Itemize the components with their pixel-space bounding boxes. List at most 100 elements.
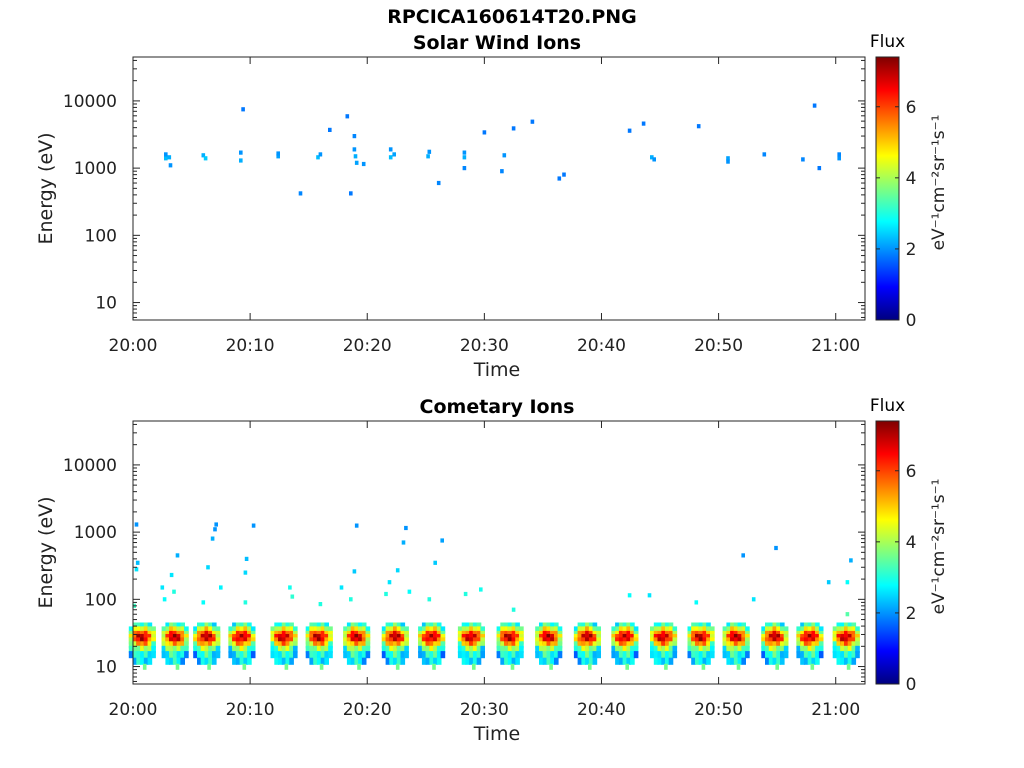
flux-cell [425, 641, 431, 649]
flux-cell [313, 657, 318, 665]
flux-cell [650, 155, 654, 160]
flux-cell [393, 651, 398, 659]
flux-cell [550, 641, 555, 649]
flux-cell [653, 641, 659, 649]
flux-cell [197, 626, 202, 634]
flux-cell [588, 657, 594, 665]
flux-cell [630, 651, 635, 659]
flux-cell [691, 657, 696, 665]
flux-cell [807, 651, 813, 659]
flux-cell [247, 626, 252, 634]
flux-cell [618, 657, 624, 665]
flux-cell [535, 645, 540, 653]
flux-cell [457, 641, 463, 649]
flux-cell [313, 626, 318, 634]
flux-cell [228, 645, 233, 653]
flux-cell [737, 622, 743, 630]
flux-cell [235, 637, 241, 645]
flux-cell [855, 651, 860, 659]
flux-cell [519, 641, 524, 649]
flux-cell [665, 645, 670, 653]
flux-cell [626, 645, 631, 653]
flux-cell [542, 651, 548, 659]
flux-cell [836, 645, 842, 653]
flux-cell [836, 622, 842, 630]
flux-cell [515, 657, 520, 665]
flux-cell [193, 651, 198, 659]
flux-cell [465, 651, 470, 659]
flux-cell [741, 657, 746, 665]
flux-cell [208, 637, 213, 645]
flux-cell [618, 651, 624, 659]
flux-cell [772, 641, 778, 649]
flux-cell [208, 641, 213, 649]
flux-cell [172, 626, 178, 634]
flux-cell [243, 645, 248, 653]
flux-cell [472, 641, 478, 649]
flux-cell [396, 651, 402, 659]
flux-cell [765, 637, 770, 645]
flux-cell [737, 641, 743, 649]
flux-cell [215, 626, 221, 634]
flux-cell [161, 637, 167, 645]
flux-cell [737, 626, 743, 634]
flux-cell [319, 663, 324, 670]
flux-cell [285, 637, 291, 645]
flux-cell [504, 645, 509, 653]
colorbar: Flux 0 2 4 6 eV⁻¹cm⁻²sr⁻¹s⁻¹ [870, 32, 949, 331]
flux-cell [611, 641, 616, 649]
flux-cell [730, 645, 735, 653]
flux-cell [278, 651, 283, 659]
flux-cell [247, 622, 252, 630]
flux-cell [851, 641, 857, 649]
flux-cell [169, 657, 174, 665]
flux-cell [837, 156, 841, 161]
flux-cell [385, 641, 391, 649]
flux-cell [672, 651, 678, 659]
flux-cell [615, 637, 620, 645]
flux-cell [239, 641, 245, 649]
flux-cell [384, 591, 388, 597]
flux-cell [425, 626, 431, 634]
flux-cell [436, 645, 442, 653]
flux-cell [844, 622, 849, 630]
flux-cell [436, 637, 442, 645]
flux-cell [385, 637, 391, 645]
flux-cell [741, 553, 745, 558]
flux-cell [219, 585, 223, 590]
figure-title: RPCICA160614T20.PNG [387, 6, 637, 28]
flux-cell [165, 626, 170, 634]
flux-cell [783, 645, 789, 653]
flux-cell [425, 637, 431, 645]
flux-cell [354, 645, 359, 653]
flux-cell [232, 637, 237, 645]
flux-cell [695, 651, 700, 659]
flux-cell [661, 641, 666, 649]
flux-cell [672, 641, 678, 649]
flux-cell [702, 657, 708, 665]
flux-cell [436, 641, 442, 649]
flux-cell [349, 597, 353, 602]
flux-cell [201, 153, 206, 158]
flux-cell [691, 626, 696, 634]
ion-band [128, 622, 156, 670]
flux-cell [358, 645, 363, 653]
flux-cell [239, 651, 245, 659]
flux-cell [165, 657, 170, 665]
flux-cell [320, 657, 326, 665]
flux-cell [244, 556, 249, 561]
flux-cell [832, 637, 838, 645]
flux-cell [515, 622, 520, 630]
flux-cell [169, 641, 174, 649]
flux-cell [480, 626, 485, 634]
flux-cell [836, 657, 842, 665]
flux-cell [588, 641, 594, 649]
flux-cell [633, 645, 639, 653]
flux-cell [546, 651, 552, 659]
flux-cell [557, 645, 563, 653]
ion-band [535, 622, 563, 670]
flux-cell [496, 651, 502, 659]
flux-cell [710, 651, 715, 659]
flux-cell [381, 626, 387, 634]
flux-cell [324, 626, 329, 634]
